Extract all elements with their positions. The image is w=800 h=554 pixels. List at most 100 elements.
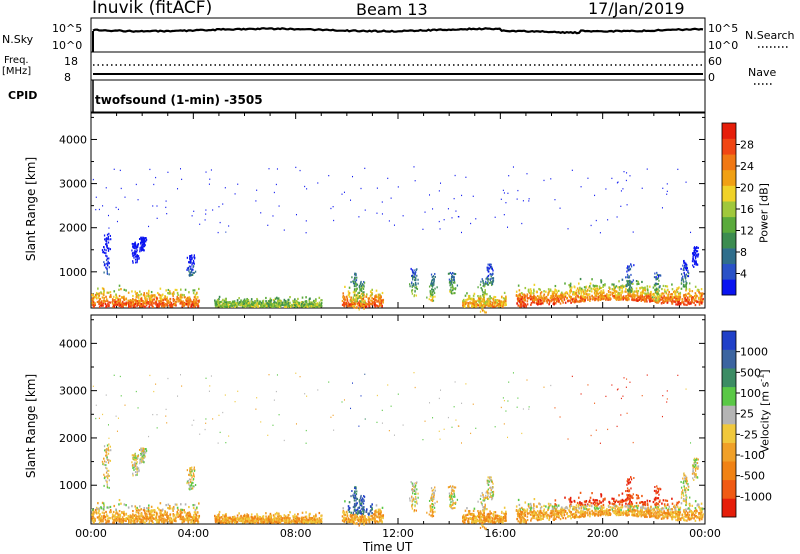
power-cell xyxy=(434,287,436,290)
power-cell xyxy=(333,219,335,222)
power-cell xyxy=(133,245,135,248)
power-cell xyxy=(122,304,124,307)
power-cell xyxy=(637,299,640,302)
power-cell xyxy=(557,297,560,300)
power-cell xyxy=(530,301,533,305)
velocity-cell xyxy=(196,506,198,509)
power-cell xyxy=(629,283,631,286)
power-cell xyxy=(189,299,191,302)
power-cell xyxy=(193,254,195,257)
power-cell xyxy=(493,299,495,302)
velocity-cell xyxy=(113,504,116,508)
power-cell xyxy=(491,273,493,276)
power-cell xyxy=(267,224,269,226)
velocity-cell xyxy=(185,518,188,521)
power-cell xyxy=(238,304,241,307)
power-cell xyxy=(417,282,419,285)
power-cell xyxy=(582,290,585,293)
velocity-cell xyxy=(179,517,182,521)
power-cell xyxy=(139,250,141,253)
power-cell xyxy=(680,273,683,276)
power-cell xyxy=(508,175,510,177)
power-cell xyxy=(558,295,560,299)
power-cell xyxy=(295,213,297,216)
power-cell xyxy=(115,296,118,299)
power-cell xyxy=(102,205,104,207)
power-cell xyxy=(379,293,381,296)
velocity-cell xyxy=(142,519,145,522)
power-cell xyxy=(140,236,142,239)
power-cell xyxy=(558,300,560,304)
power-cell xyxy=(313,299,315,303)
power-cell xyxy=(522,200,524,202)
power-cell xyxy=(100,301,103,304)
power-cell xyxy=(387,177,389,180)
power-cell xyxy=(693,298,696,301)
power-cell xyxy=(144,237,147,240)
power-cell xyxy=(533,283,536,286)
power-cell xyxy=(295,166,297,169)
power-cell xyxy=(422,228,424,230)
velocity-cell xyxy=(179,503,182,506)
power-cell xyxy=(415,283,417,286)
power-cell xyxy=(455,287,457,290)
power-cell xyxy=(195,298,198,301)
power-cell xyxy=(631,293,634,296)
power-cell xyxy=(300,301,303,304)
power-cell xyxy=(430,281,433,284)
power-cell xyxy=(95,196,97,198)
power-cell xyxy=(657,292,659,295)
velocity-cell xyxy=(156,518,159,522)
power-cell xyxy=(491,268,493,271)
power-cell xyxy=(692,258,694,261)
power-cell xyxy=(654,282,657,285)
power-cell xyxy=(295,305,297,308)
power-cell xyxy=(627,289,629,292)
power-cell xyxy=(617,181,619,183)
power-cell xyxy=(431,296,433,299)
power-cell xyxy=(643,295,645,299)
power-cell xyxy=(111,298,114,301)
power-cell xyxy=(222,298,224,301)
velocity-cell xyxy=(94,517,96,521)
power-cell xyxy=(362,291,364,294)
power-cell xyxy=(533,299,535,302)
power-cell xyxy=(486,282,488,285)
power-cell xyxy=(416,268,418,271)
power-cell xyxy=(182,302,185,305)
power-cell xyxy=(134,242,136,245)
velocity-cell xyxy=(107,518,109,521)
power-cell xyxy=(305,296,307,299)
power-cell xyxy=(431,282,433,285)
power-cell xyxy=(587,177,589,179)
power-cell xyxy=(186,301,188,304)
power-cell xyxy=(684,303,686,306)
power-cell xyxy=(256,297,258,301)
power-cell xyxy=(640,286,643,289)
power-cell xyxy=(167,171,169,173)
power-cell xyxy=(644,295,647,298)
power-cell xyxy=(533,294,535,298)
power-cell xyxy=(590,287,593,290)
power-cell xyxy=(191,254,193,257)
power-cell xyxy=(490,281,492,284)
power-cell xyxy=(415,279,417,282)
velocity-cell xyxy=(145,517,148,520)
power-cell xyxy=(583,296,586,299)
velocity-colorbar-swatch xyxy=(722,405,736,425)
velocity-cell xyxy=(197,515,199,518)
power-cell xyxy=(561,293,564,297)
power-cell xyxy=(358,291,361,294)
power-cell xyxy=(677,303,679,306)
power-cell xyxy=(555,294,558,297)
power-cell xyxy=(602,297,605,301)
power-cell xyxy=(92,297,95,300)
power-cell xyxy=(107,241,110,244)
power-cell xyxy=(640,299,643,302)
power-cell xyxy=(547,299,550,302)
power-cell xyxy=(260,304,262,307)
power-cell xyxy=(618,292,620,295)
power-cell xyxy=(685,294,687,298)
velocity-cell xyxy=(149,511,151,514)
